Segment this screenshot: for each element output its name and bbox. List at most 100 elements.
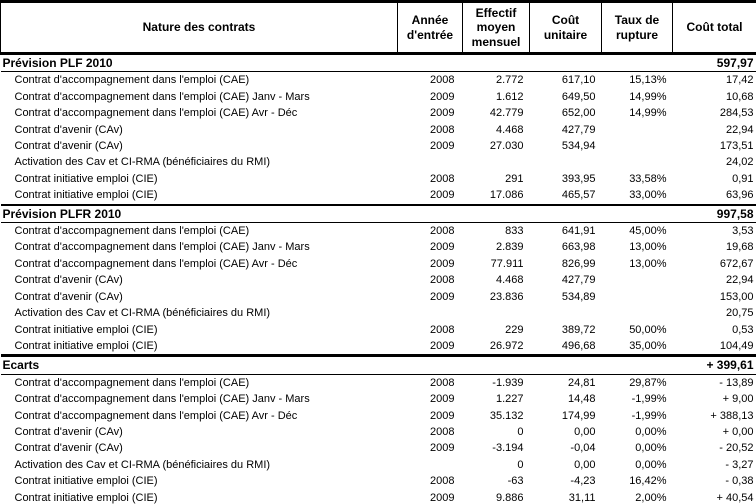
- cell-taux-rupture: 14,99%: [629, 107, 667, 120]
- col-header-nature: Nature des contrats: [0, 1, 398, 55]
- cell-cout-unitaire: 496,68: [561, 339, 596, 352]
- col-header-effectif: Effectif moyen mensuel: [462, 1, 530, 55]
- cell-taux-rupture: 29,87%: [629, 376, 667, 389]
- cell-annee: 2009: [430, 339, 455, 352]
- cell-cout-total: 22,94: [725, 274, 754, 287]
- cell-annee: 2009: [430, 241, 455, 254]
- cell-cout-unitaire: 389,72: [561, 323, 596, 336]
- table-row: Contrat d'accompagnement dans l'emploi (…: [1, 89, 756, 105]
- table-row: Contrat initiative emploi (CIE) 2008 291…: [1, 171, 756, 187]
- cell-taux-rupture: 13,00%: [629, 257, 667, 270]
- cell-annee: 2008: [430, 123, 455, 136]
- cell-nature: Contrat d'avenir (CAv): [14, 425, 123, 438]
- cell-cout-total: - 0,38: [725, 475, 754, 488]
- cell-annee: 2009: [430, 409, 455, 422]
- cell-nature: Contrat d'accompagnement dans l'emploi (…: [14, 90, 310, 103]
- cell-nature: Contrat initiative emploi (CIE): [14, 172, 158, 185]
- cell-taux-rupture: -1,99%: [631, 393, 667, 406]
- table-row: Contrat initiative emploi (CIE) 2009 9.8…: [1, 490, 756, 504]
- table-row: Contrat d'accompagnement dans l'emploi (…: [1, 105, 756, 121]
- cell-effectif: 229: [505, 323, 524, 336]
- table-row: Contrat d'accompagnement dans l'emploi (…: [1, 223, 756, 240]
- cell-effectif: 2.772: [495, 74, 524, 87]
- cell-nature: Activation des Cav et CI-RMA (bénéficiai…: [14, 156, 271, 169]
- section-header-row: Prévision PLFR 2010 997,58: [0, 203, 756, 224]
- cell-effectif: 27.030: [489, 140, 524, 153]
- table-row: Contrat d'avenir (CAv) 2008 4.468 427,79…: [1, 272, 756, 288]
- table-row: Contrat d'accompagnement dans l'emploi (…: [1, 391, 756, 407]
- cell-taux-rupture: 15,13%: [629, 74, 667, 87]
- cell-cout-total: - 3,27: [725, 458, 754, 471]
- cell-cout-total: + 40,54: [716, 491, 754, 504]
- cell-nature: Contrat d'accompagnement dans l'emploi (…: [14, 225, 250, 238]
- cell-annee: 2008: [430, 225, 455, 238]
- col-header-cout-total: Coût total: [672, 1, 756, 55]
- cell-effectif: 1.227: [495, 393, 524, 406]
- cell-effectif: 833: [505, 225, 524, 238]
- cell-annee: 2009: [430, 140, 455, 153]
- cell-cout-total: 0,53: [732, 323, 754, 336]
- cell-cout-unitaire: 14,48: [567, 393, 596, 406]
- cell-cout-total: 0,91: [732, 172, 754, 185]
- cell-nature: Contrat initiative emploi (CIE): [14, 339, 158, 352]
- table-row: Contrat d'accompagnement dans l'emploi (…: [1, 256, 756, 272]
- cell-annee: [398, 457, 463, 473]
- table-row: Activation des Cav et CI-RMA (bénéficiai…: [1, 305, 756, 321]
- cell-cout-total: + 9,00: [722, 393, 754, 406]
- col-header-annee: Année d'entrée: [397, 1, 463, 55]
- cell-nature: Contrat d'accompagnement dans l'emploi (…: [14, 74, 250, 87]
- cell-effectif: -3.194: [492, 442, 524, 455]
- cell-taux-rupture: [602, 154, 673, 170]
- cell-cout-unitaire: -0,04: [570, 442, 596, 455]
- section-title: Prévision PLFR 2010: [0, 203, 673, 224]
- cell-cout-unitaire: 652,00: [561, 107, 596, 120]
- cell-nature: Contrat d'avenir (CAv): [14, 123, 123, 136]
- cell-nature: Contrat initiative emploi (CIE): [14, 189, 158, 202]
- cell-nature: Contrat d'avenir (CAv): [14, 442, 123, 455]
- cell-taux-rupture: 0,00%: [635, 458, 667, 471]
- cell-cout-total: 17,42: [725, 74, 754, 87]
- cell-cout-total: 63,96: [725, 189, 754, 202]
- table-row: Contrat d'avenir (CAv) 2009 27.030 534,9…: [1, 138, 756, 154]
- cell-annee: 2008: [430, 74, 455, 87]
- cell-cout-unitaire: 24,81: [567, 376, 596, 389]
- cell-annee: 2008: [430, 425, 455, 438]
- cell-effectif: -1.939: [492, 376, 524, 389]
- cell-cout-total: 10,68: [725, 90, 754, 103]
- cell-effectif: 1.612: [495, 90, 524, 103]
- cell-taux-rupture: [602, 138, 673, 154]
- cell-annee: 2009: [430, 393, 455, 406]
- cell-cout-unitaire: 663,98: [561, 241, 596, 254]
- cell-nature: Activation des Cav et CI-RMA (bénéficiai…: [14, 458, 271, 471]
- table-row: Contrat initiative emploi (CIE) 2009 26.…: [1, 338, 756, 356]
- cell-nature: Contrat d'avenir (CAv): [14, 140, 123, 153]
- section-total: 597,97: [672, 53, 756, 73]
- cell-nature: Contrat d'accompagnement dans l'emploi (…: [14, 257, 298, 270]
- table-row: Contrat d'accompagnement dans l'emploi (…: [1, 374, 756, 391]
- cell-annee: 2009: [430, 290, 455, 303]
- cell-nature: Contrat d'avenir (CAv): [14, 290, 123, 303]
- cell-taux-rupture: 13,00%: [629, 241, 667, 254]
- cell-effectif: 35.132: [489, 409, 524, 422]
- cell-cout-total: 20,75: [725, 307, 754, 320]
- cell-taux-rupture: -1,99%: [631, 409, 667, 422]
- cell-cout-unitaire: -4,23: [570, 475, 596, 488]
- cell-cout-unitaire: 174,99: [561, 409, 596, 422]
- cell-effectif: 291: [505, 172, 524, 185]
- cell-annee: 2008: [430, 274, 455, 287]
- cell-taux-rupture: 2,00%: [635, 491, 667, 504]
- cell-annee: 2009: [430, 189, 455, 202]
- cell-cout-unitaire: 641,91: [561, 225, 596, 238]
- cell-cout-unitaire: 0,00: [574, 425, 596, 438]
- cell-effectif: 23.836: [489, 290, 524, 303]
- cell-nature: Contrat d'accompagnement dans l'emploi (…: [14, 393, 310, 406]
- cell-annee: 2008: [430, 475, 455, 488]
- table-row: Activation des Cav et CI-RMA (bénéficiai…: [1, 457, 756, 473]
- cell-cout-total: 284,53: [719, 107, 754, 120]
- cell-effectif: 9.886: [495, 491, 524, 504]
- table-row: Contrat d'avenir (CAv) 2008 0 0,00 0,00%…: [1, 424, 756, 440]
- cell-taux-rupture: 33,58%: [629, 172, 667, 185]
- cell-nature: Contrat initiative emploi (CIE): [14, 491, 158, 504]
